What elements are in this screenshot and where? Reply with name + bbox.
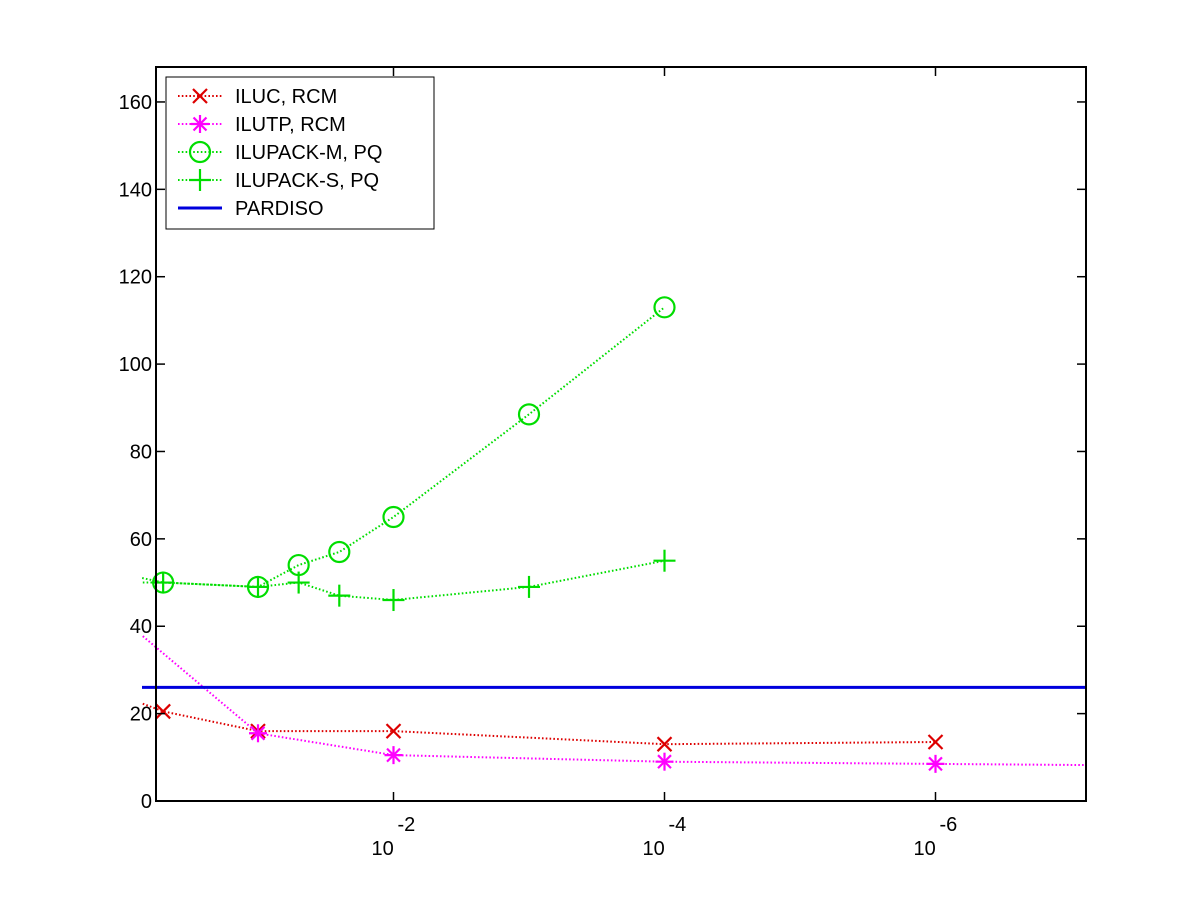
y-tick-label: 60 bbox=[130, 529, 152, 551]
y-tick-label: 120 bbox=[119, 267, 152, 289]
y-tick-label: 160 bbox=[119, 92, 152, 114]
data-point-s3-11 bbox=[655, 297, 675, 317]
data-point-s4-3 bbox=[71, 541, 93, 563]
data-point-s4-4 bbox=[112, 563, 134, 585]
series-line-2 bbox=[82, 585, 1200, 766]
data-point-s2-3 bbox=[385, 746, 403, 764]
legend: ILUC, RCM ILUTP, RCM ILUPACK-M, PQ ILUPACK-… bbox=[166, 77, 434, 229]
y-tick-label: 20 bbox=[130, 704, 152, 726]
x-tick-label-base: 10 bbox=[643, 838, 665, 860]
legend-label: PARDISO bbox=[235, 198, 324, 220]
x-tick-label-exponent: -2 bbox=[398, 814, 416, 836]
data-point-s4-9 bbox=[383, 589, 405, 611]
y-tick-label: 40 bbox=[130, 616, 152, 638]
data-point-s1-2 bbox=[75, 637, 89, 651]
y-tick-label: 100 bbox=[119, 354, 152, 376]
series-4 bbox=[0, 178, 676, 611]
y-tick-label: 80 bbox=[130, 441, 152, 463]
data-point-s2-1 bbox=[73, 576, 91, 594]
data-point-s1-7 bbox=[658, 737, 672, 751]
series-2 bbox=[73, 576, 1200, 775]
data-point-s1-1 bbox=[21, 475, 35, 489]
data-point-s4-10 bbox=[518, 576, 540, 598]
data-point-s3-10 bbox=[519, 404, 539, 424]
legend-label: ILUTP, RCM bbox=[235, 114, 346, 136]
data-point-s1-3 bbox=[116, 689, 130, 703]
legend-label: ILUPACK-S, PQ bbox=[235, 170, 379, 192]
legend-label: ILUC, RCM bbox=[235, 86, 337, 108]
data-point-s3-9 bbox=[384, 507, 404, 527]
y-tick-label: 0 bbox=[141, 791, 152, 813]
series-layer bbox=[0, 178, 1200, 775]
data-point-s4-11 bbox=[654, 550, 676, 572]
x-tick-label-exponent: -6 bbox=[940, 814, 958, 836]
data-point-s4-8 bbox=[328, 585, 350, 607]
data-point-s2-2 bbox=[249, 724, 267, 742]
data-point-s4-7 bbox=[288, 572, 310, 594]
series-line-4 bbox=[0, 189, 665, 600]
data-point-s3-4 bbox=[113, 573, 133, 593]
series-line-1 bbox=[28, 482, 936, 744]
series-3 bbox=[0, 297, 675, 597]
y-tick-label: 140 bbox=[119, 179, 152, 201]
legend-swatch-marker bbox=[191, 115, 209, 133]
legend-label: ILUPACK-M, PQ bbox=[235, 142, 382, 164]
data-point-s3-2 bbox=[18, 559, 38, 579]
data-point-s2-5 bbox=[927, 755, 945, 773]
data-point-s3-8 bbox=[329, 542, 349, 562]
x-tick-label-base: 10 bbox=[914, 838, 936, 860]
series-1 bbox=[21, 475, 943, 751]
x-tick-label-base: 10 bbox=[372, 838, 394, 860]
data-point-s2-4 bbox=[656, 753, 674, 771]
x-tick-label-exponent: -4 bbox=[669, 814, 687, 836]
data-point-s3-3 bbox=[72, 577, 92, 597]
data-point-s4-2 bbox=[17, 480, 39, 502]
